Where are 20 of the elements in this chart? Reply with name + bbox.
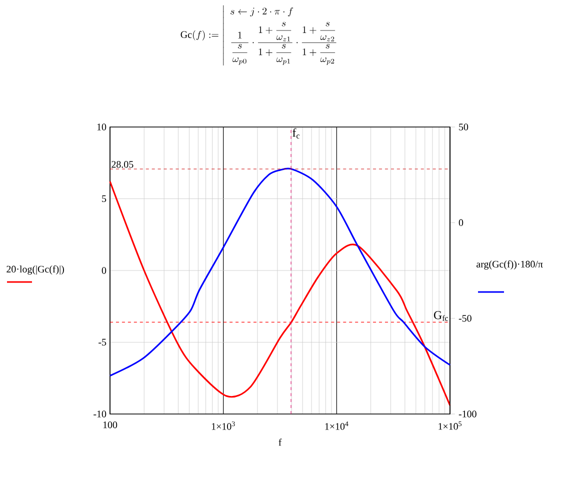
y2-tick-label: 0 <box>458 219 464 226</box>
x-tick-label: 100 <box>103 422 118 428</box>
y2-axis-title: arg(Gc(f))·180/π <box>476 260 543 270</box>
y-axis-title: 20·log(|Gc(f)|) <box>6 265 64 275</box>
ref-line-label: 28.05 <box>112 161 134 168</box>
x-tick-label: 1×10$^{4}$ <box>325 422 348 430</box>
y2-tick-label: -100 <box>458 410 476 418</box>
x-tick-label: 1×10$^{5}$ <box>438 422 462 430</box>
y-tick-label: 0 <box>102 267 106 274</box>
y-tick-label: 5 <box>102 195 106 202</box>
x-tick-label: 1×10$^{3}$ <box>212 422 235 430</box>
y-tick-label: -5 <box>98 338 106 346</box>
y-tick-label: -10 <box>94 410 106 418</box>
y-tick-label: 10 <box>97 124 106 130</box>
y2-tick-label: -50 <box>458 314 472 322</box>
ref-line-label: G$_{fc}$ <box>434 311 448 321</box>
text: $\mathrm{Gc}(f) := \left|\begin{array}{l} s \leftarrow j\cdot 2\cdot \pi\cdot f\\[4pt] \dfrac{1}{\dfrac{s}{\omega_{p0}}}\cdot\dfrac{1+\dfrac{s}{\omega_{z1}}}{1+\dfrac{s}{\omega_{p1}}}\cdot\dfrac{1+\dfrac{s}{\omega_{z2}}}{1+\dfrac{s}{\omega_{p2}}}\end{array}\right.$ <box>180 5 336 66</box>
ref-line-label: f$_{c}$ <box>292 128 300 138</box>
y2-tick-label: 50 <box>459 124 468 130</box>
x-axis-title: f <box>278 438 282 446</box>
